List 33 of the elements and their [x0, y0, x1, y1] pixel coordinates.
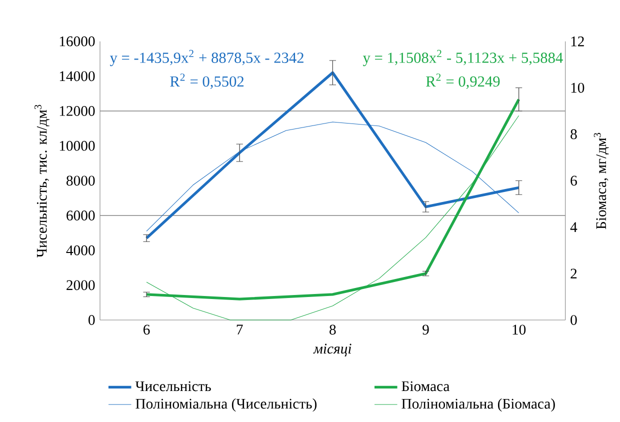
y2-tick-label: 2 — [570, 268, 577, 278]
y2-tick-label: 6 — [570, 176, 577, 186]
y-tick-label: 4000 — [66, 245, 95, 256]
x-axis-title: місяці — [313, 344, 352, 356]
legend-label: Чисельність — [135, 381, 211, 392]
x-tick-label: 9 — [422, 324, 429, 335]
y-tick-label: 16000 — [60, 36, 95, 46]
annotation: y = -1435,9x$^{2}$ + 8878,5x - 2342 — [110, 50, 304, 66]
annotation: R$^{2}$ = 0,5502 — [170, 74, 244, 89]
y-tick-label: 12000 — [60, 106, 95, 116]
line-series — [145, 71, 520, 240]
y2-tick-label: 10 — [571, 82, 584, 93]
legend-label: Біомаса — [402, 381, 450, 392]
y2-tick-label: 12 — [571, 36, 584, 46]
annotation: y = 1,1508x$^{2}$ - 5,1123x + 5,5884 — [362, 50, 563, 66]
y2-tick-label: 4 — [570, 222, 578, 232]
y-tick-label: 8000 — [66, 176, 95, 186]
y2-tick-label: 8 — [570, 129, 577, 140]
x-tick-label: 8 — [330, 324, 336, 335]
y-tick-label: 14000 — [60, 71, 95, 82]
annotation: R$^{2}$ = 0,9249 — [426, 74, 500, 89]
y2-tick-label: 0 — [570, 315, 577, 325]
legend-label: Поліноміальна (Чисельність) — [136, 398, 317, 412]
y-axis-title: Чисельність, тис. кл/дм$^{3}$ — [34, 104, 50, 258]
x-tick-label: 7 — [236, 324, 243, 334]
y-tick-label: 2000 — [66, 280, 95, 290]
y2-axis-title: Біомаса, мг/дм$^{3}$ — [594, 132, 609, 230]
y-tick-label: 6000 — [66, 210, 95, 220]
legend-label: Поліноміальна (Біомаса) — [402, 398, 555, 412]
x-tick-label: 10 — [512, 324, 526, 335]
y-tick-label: 0 — [88, 315, 95, 325]
y-tick-label: 10000 — [60, 140, 95, 151]
x-tick-label: 6 — [143, 324, 150, 335]
